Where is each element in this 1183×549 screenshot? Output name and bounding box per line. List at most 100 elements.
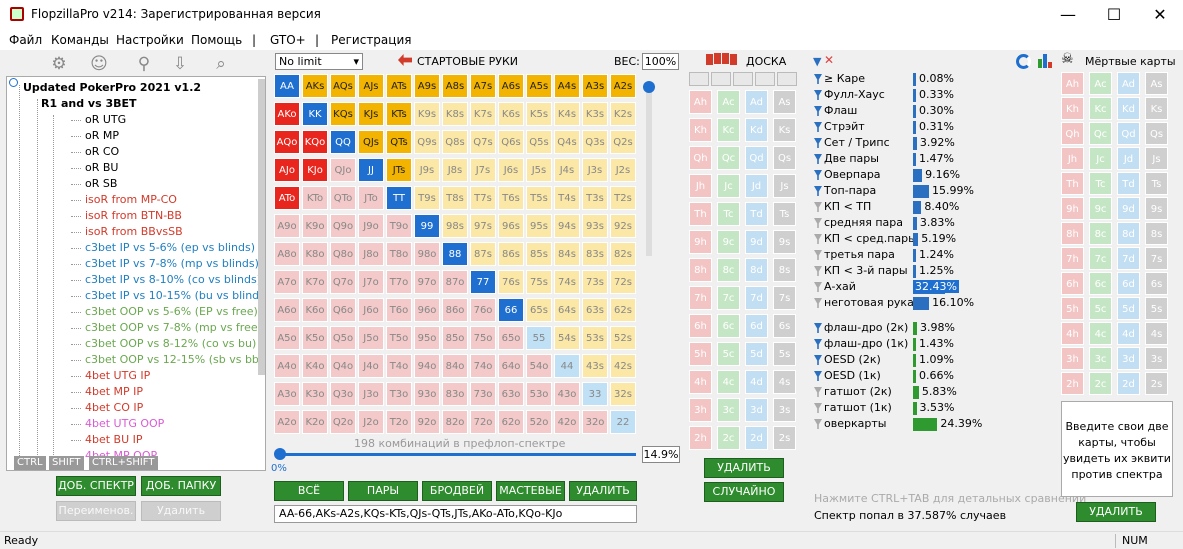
filter-icon[interactable]: [814, 202, 822, 212]
hand-cell-63s[interactable]: 63s: [582, 298, 608, 322]
filter-icon[interactable]: [814, 282, 822, 292]
board-card-Jd[interactable]: Jd: [745, 174, 768, 198]
dead-card-5s[interactable]: 5s: [1145, 297, 1168, 320]
board-card-4c[interactable]: 4c: [717, 370, 740, 394]
hand-cell-AA[interactable]: AA: [274, 74, 300, 98]
hand-cell-T5s[interactable]: T5s: [526, 186, 552, 210]
hand-cell-86o[interactable]: 86o: [442, 298, 468, 322]
hand-cell-54o[interactable]: 54o: [526, 354, 552, 378]
range-grid[interactable]: AA AKs AQs AJs ATs A9s A8s A7s A6s A5s A4s A3s A2s AK…: [274, 74, 638, 438]
hand-cell-76s[interactable]: 76s: [498, 270, 524, 294]
dead-card-Kc[interactable]: Kc: [1089, 97, 1112, 120]
tree-item[interactable]: c3bet OOP vs 5-6% (EP vs free): [85, 305, 258, 318]
hand-cell-Q9o[interactable]: Q9o: [330, 214, 356, 238]
board-card-Kh[interactable]: Kh: [689, 118, 712, 142]
tree-scrollbar[interactable]: [258, 79, 265, 375]
dead-card-Ad[interactable]: Ad: [1117, 72, 1140, 95]
tree-item[interactable]: isoR from BTN-BB: [85, 209, 182, 222]
dead-card-As[interactable]: As: [1145, 72, 1168, 95]
hand-cell-82o[interactable]: 82o: [442, 410, 468, 434]
board-card-Ts[interactable]: Ts: [773, 202, 796, 226]
hand-cell-J3s[interactable]: J3s: [582, 158, 608, 182]
minimize-button[interactable]: —: [1060, 5, 1076, 24]
filter-icon[interactable]: [814, 170, 822, 180]
board-card-Ac[interactable]: Ac: [717, 90, 740, 114]
hand-cell-Q8o[interactable]: Q8o: [330, 242, 356, 266]
hand-cell-J5s[interactable]: J5s: [526, 158, 552, 182]
board-card-9d[interactable]: 9d: [745, 230, 768, 254]
board-delete-button[interactable]: УДАЛИТЬ: [704, 458, 784, 478]
board-slot[interactable]: [689, 72, 709, 86]
board-card-7c[interactable]: 7c: [717, 286, 740, 310]
hand-cell-97s[interactable]: 97s: [470, 214, 496, 238]
filter-icon[interactable]: [814, 90, 822, 100]
tree-item[interactable]: 4bet MP IP: [85, 385, 144, 398]
hand-cell-85o[interactable]: 85o: [442, 326, 468, 350]
menu-registration[interactable]: Регистрация: [331, 33, 412, 47]
hand-cell-KQs[interactable]: KQs: [330, 102, 356, 126]
hand-cell-J8o[interactable]: J8o: [358, 242, 384, 266]
hand-cell-A6s[interactable]: A6s: [498, 74, 524, 98]
dead-card-4d[interactable]: 4d: [1117, 322, 1140, 345]
board-card-Ks[interactable]: Ks: [773, 118, 796, 142]
dead-card-3c[interactable]: 3c: [1089, 347, 1112, 370]
hand-cell-T9s[interactable]: T9s: [414, 186, 440, 210]
hand-cell-JTs[interactable]: JTs: [386, 158, 412, 182]
hand-cell-43s[interactable]: 43s: [582, 354, 608, 378]
hand-cell-64s[interactable]: 64s: [554, 298, 580, 322]
dead-card-4s[interactable]: 4s: [1145, 322, 1168, 345]
tree-item[interactable]: oR SB: [85, 177, 118, 190]
hand-cell-K4o[interactable]: K4o: [302, 354, 328, 378]
board-card-3s[interactable]: 3s: [773, 398, 796, 422]
menu-gto[interactable]: GTO+: [270, 33, 306, 47]
hand-cell-J9o[interactable]: J9o: [358, 214, 384, 238]
hand-cell-65o[interactable]: 65o: [498, 326, 524, 350]
filter-icon[interactable]: [814, 419, 822, 429]
dead-card-Jc[interactable]: Jc: [1089, 147, 1112, 170]
filter-icon[interactable]: [814, 339, 822, 349]
dead-card-2s[interactable]: 2s: [1145, 372, 1168, 395]
hand-cell-K9s[interactable]: K9s: [414, 102, 440, 126]
hand-cell-Q5o[interactable]: Q5o: [330, 326, 356, 350]
import-icon[interactable]: ⇩: [172, 54, 188, 74]
hand-cell-KJs[interactable]: KJs: [358, 102, 384, 126]
hand-cell-J4s[interactable]: J4s: [554, 158, 580, 182]
dead-card-Js[interactable]: Js: [1145, 147, 1168, 170]
menu-file[interactable]: Файл: [9, 33, 43, 47]
hand-cell-K9o[interactable]: K9o: [302, 214, 328, 238]
filter-icon[interactable]: [814, 234, 822, 244]
board-card-Jh[interactable]: Jh: [689, 174, 712, 198]
hand-cell-A4s[interactable]: A4s: [554, 74, 580, 98]
dead-card-9c[interactable]: 9c: [1089, 197, 1112, 220]
hand-cell-J2o[interactable]: J2o: [358, 410, 384, 434]
hand-cell-T7o[interactable]: T7o: [386, 270, 412, 294]
tree-item[interactable]: c3bet IP vs 10-15% (bu vs blinds): [85, 289, 266, 302]
hand-cell-42o[interactable]: 42o: [554, 410, 580, 434]
hand-cell-32o[interactable]: 32o: [582, 410, 608, 434]
hand-cell-QTo[interactable]: QTo: [330, 186, 356, 210]
hand-cell-J9s[interactable]: J9s: [414, 158, 440, 182]
tree-folder[interactable]: R1 and vs 3BET: [41, 97, 137, 110]
random-button[interactable]: СЛУЧАЙНО: [704, 482, 784, 502]
hand-cell-52o[interactable]: 52o: [526, 410, 552, 434]
hand-cell-93s[interactable]: 93s: [582, 214, 608, 238]
filter-icon[interactable]: [814, 122, 822, 132]
collapse-toggle-icon[interactable]: [9, 78, 18, 87]
hand-cell-84s[interactable]: 84s: [554, 242, 580, 266]
hand-cell-K3o[interactable]: K3o: [302, 382, 328, 406]
filter-add-icon[interactable]: ⚲: [137, 54, 151, 74]
suited-button[interactable]: МАСТЕВЫЕ: [496, 481, 565, 501]
hand-cell-62s[interactable]: 62s: [610, 298, 636, 322]
hand-cell-95o[interactable]: 95o: [414, 326, 440, 350]
hand-cell-K4s[interactable]: K4s: [554, 102, 580, 126]
hand-cell-A7s[interactable]: A7s: [470, 74, 496, 98]
refresh-icon[interactable]: [1016, 54, 1031, 69]
hand-cell-Q7s[interactable]: Q7s: [470, 130, 496, 154]
weight-input[interactable]: 100%: [642, 53, 679, 70]
board-card-3h[interactable]: 3h: [689, 398, 712, 422]
board-card-Jc[interactable]: Jc: [717, 174, 740, 198]
dead-card-8s[interactable]: 8s: [1145, 222, 1168, 245]
tree-delete-button[interactable]: Удалить: [141, 501, 221, 521]
hand-cell-Q3o[interactable]: Q3o: [330, 382, 356, 406]
hand-cell-J4o[interactable]: J4o: [358, 354, 384, 378]
